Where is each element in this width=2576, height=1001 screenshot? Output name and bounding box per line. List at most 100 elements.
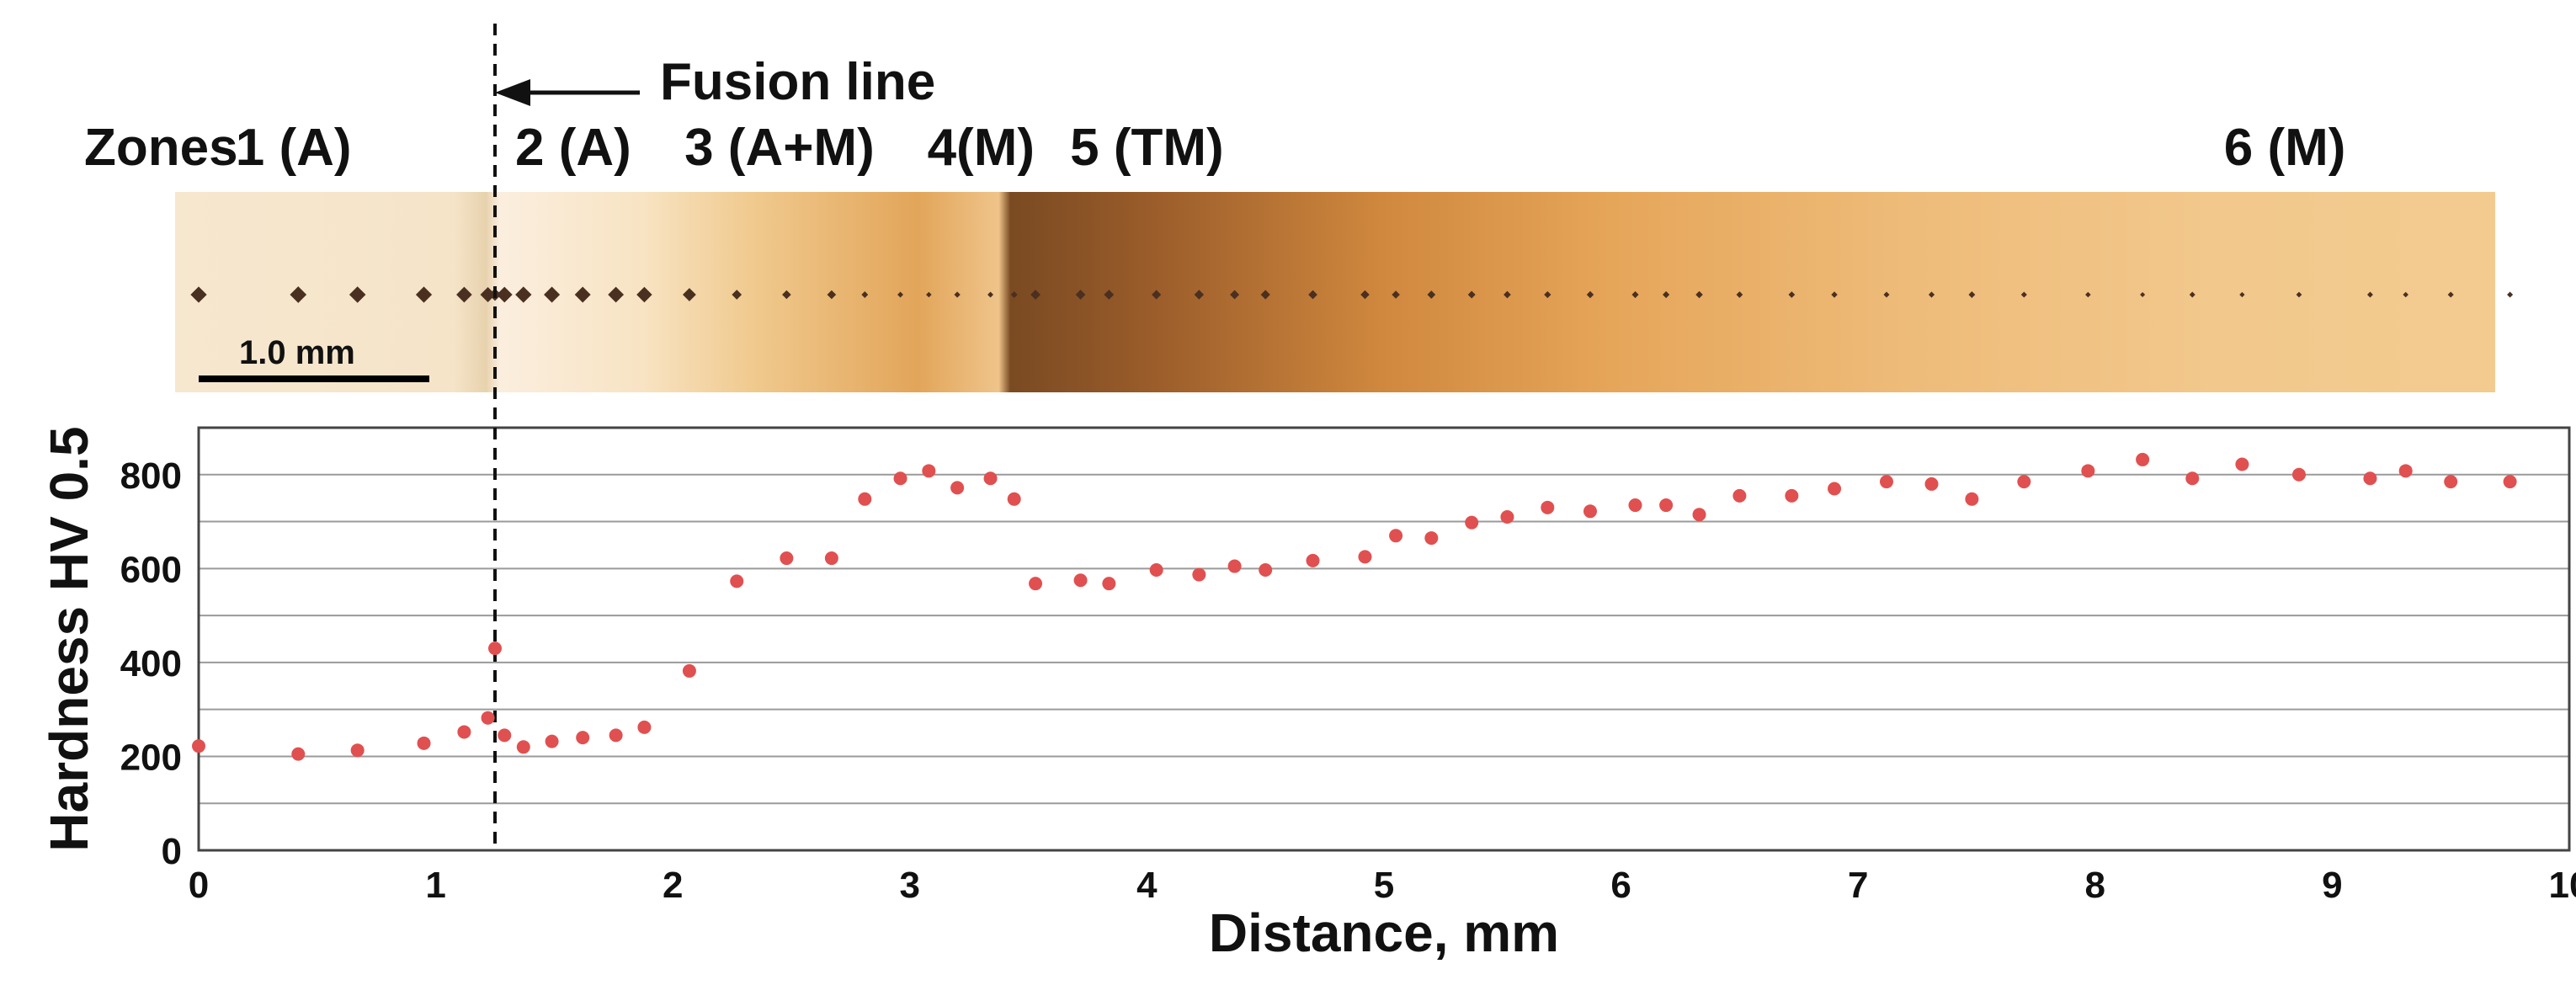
y-axis-title: Hardness HV 0.5 bbox=[39, 426, 99, 851]
data-point bbox=[2398, 464, 2413, 478]
data-point bbox=[1029, 577, 1043, 591]
data-point bbox=[1149, 563, 1163, 578]
indent-mark bbox=[1467, 290, 1476, 299]
data-point bbox=[2235, 457, 2249, 471]
data-point bbox=[950, 481, 965, 495]
data-point bbox=[1259, 563, 1273, 578]
data-point bbox=[1389, 529, 1403, 543]
data-point bbox=[488, 642, 502, 656]
indent-mark bbox=[827, 290, 837, 300]
data-point bbox=[858, 492, 872, 506]
y-tick-label: 600 bbox=[120, 549, 182, 590]
indent-mark bbox=[456, 286, 472, 303]
data-point bbox=[893, 471, 907, 486]
scale-bar-label: 1.0 mm bbox=[239, 334, 355, 371]
data-point bbox=[417, 736, 431, 750]
data-point bbox=[637, 720, 652, 734]
data-point bbox=[498, 728, 512, 743]
data-point bbox=[1879, 475, 1893, 489]
data-point bbox=[1659, 498, 1674, 513]
data-point bbox=[609, 728, 623, 743]
data-point bbox=[780, 551, 794, 566]
data-point bbox=[2503, 475, 2517, 489]
zone-label: 5 (TM) bbox=[1070, 119, 1224, 177]
data-point bbox=[2185, 471, 2200, 486]
micrograph-strip bbox=[175, 192, 2495, 392]
indent-mark bbox=[1152, 290, 1162, 300]
x-tick-labels: 0 1 2 3 4 5 6 7 8 9 10 bbox=[189, 865, 2576, 906]
indent-mark bbox=[2189, 291, 2195, 298]
zone-label: 1 (A) bbox=[236, 119, 352, 177]
data-point bbox=[1692, 508, 1706, 522]
data-point bbox=[1007, 492, 1021, 506]
data-point bbox=[730, 574, 744, 588]
fusion-line-label: Fusion line bbox=[660, 53, 935, 111]
indent-mark bbox=[1736, 291, 1743, 298]
x-tick-label: 4 bbox=[1136, 865, 1158, 906]
zone-label: 2 (A) bbox=[515, 119, 631, 177]
data-point bbox=[516, 740, 530, 754]
fusion-line-arrowhead bbox=[495, 79, 530, 106]
data-points bbox=[192, 452, 2517, 761]
x-tick-label: 7 bbox=[1848, 865, 1868, 906]
y-tick-label: 400 bbox=[120, 643, 182, 684]
data-point bbox=[824, 551, 838, 566]
indent-mark bbox=[515, 286, 532, 303]
zone-label: 6 (M) bbox=[2224, 119, 2346, 177]
indent-mark bbox=[1392, 290, 1400, 299]
indent-mark bbox=[782, 290, 791, 300]
x-tick-label: 6 bbox=[1610, 865, 1631, 906]
y-tick-labels: 0 200 400 600 800 bbox=[120, 455, 182, 872]
data-point bbox=[1828, 482, 1842, 496]
x-tick-label: 3 bbox=[900, 865, 920, 906]
data-point bbox=[2363, 471, 2377, 486]
y-tick-label: 800 bbox=[120, 455, 182, 497]
data-point bbox=[1465, 515, 1479, 530]
data-point bbox=[576, 731, 590, 745]
indent-mark bbox=[290, 286, 307, 303]
data-point bbox=[1500, 509, 1514, 524]
x-tick-label: 5 bbox=[1374, 865, 1394, 906]
data-point bbox=[2444, 475, 2458, 489]
data-point bbox=[291, 747, 306, 761]
data-point bbox=[192, 739, 205, 753]
data-point bbox=[457, 725, 471, 739]
data-point bbox=[1924, 477, 1939, 491]
zones-label: Zones bbox=[84, 119, 238, 177]
indent-mark bbox=[574, 286, 591, 303]
data-point bbox=[1358, 550, 1372, 564]
indent-mark bbox=[1427, 290, 1436, 299]
indent-mark bbox=[1230, 290, 1240, 300]
zone-labels: 1 (A) 2 (A) 3 (A+M) 4(M) 5 (TM) 6 (M) bbox=[236, 119, 2346, 177]
data-point bbox=[1541, 500, 1555, 514]
y-tick-label: 200 bbox=[120, 737, 182, 778]
plot-frame bbox=[197, 426, 2571, 852]
indent-mark bbox=[2507, 291, 2514, 298]
data-point bbox=[2136, 452, 2150, 466]
data-point bbox=[481, 711, 495, 725]
data-point bbox=[545, 734, 559, 748]
data-point bbox=[2017, 475, 2031, 489]
indent-mark bbox=[636, 286, 652, 303]
data-point bbox=[1227, 559, 1242, 573]
data-point bbox=[1583, 504, 1597, 519]
indent-mark bbox=[1194, 290, 1205, 300]
indent-mark bbox=[682, 288, 696, 301]
indent-mark bbox=[544, 286, 561, 303]
x-tick-label: 10 bbox=[2549, 865, 2576, 906]
data-point bbox=[1192, 567, 1206, 582]
indent-mark bbox=[415, 286, 433, 303]
indent-mark bbox=[2296, 291, 2302, 298]
data-point bbox=[1424, 531, 1439, 546]
indent-mark bbox=[1260, 290, 1270, 300]
indent-mark bbox=[1788, 291, 1796, 298]
data-point bbox=[2291, 467, 2306, 482]
data-point bbox=[682, 663, 696, 678]
indent-mark bbox=[190, 286, 207, 303]
zone-label: 3 (A+M) bbox=[684, 119, 875, 177]
data-point bbox=[1785, 488, 1799, 503]
data-point bbox=[1628, 498, 1642, 513]
data-point bbox=[1102, 577, 1116, 591]
data-point bbox=[983, 471, 998, 486]
